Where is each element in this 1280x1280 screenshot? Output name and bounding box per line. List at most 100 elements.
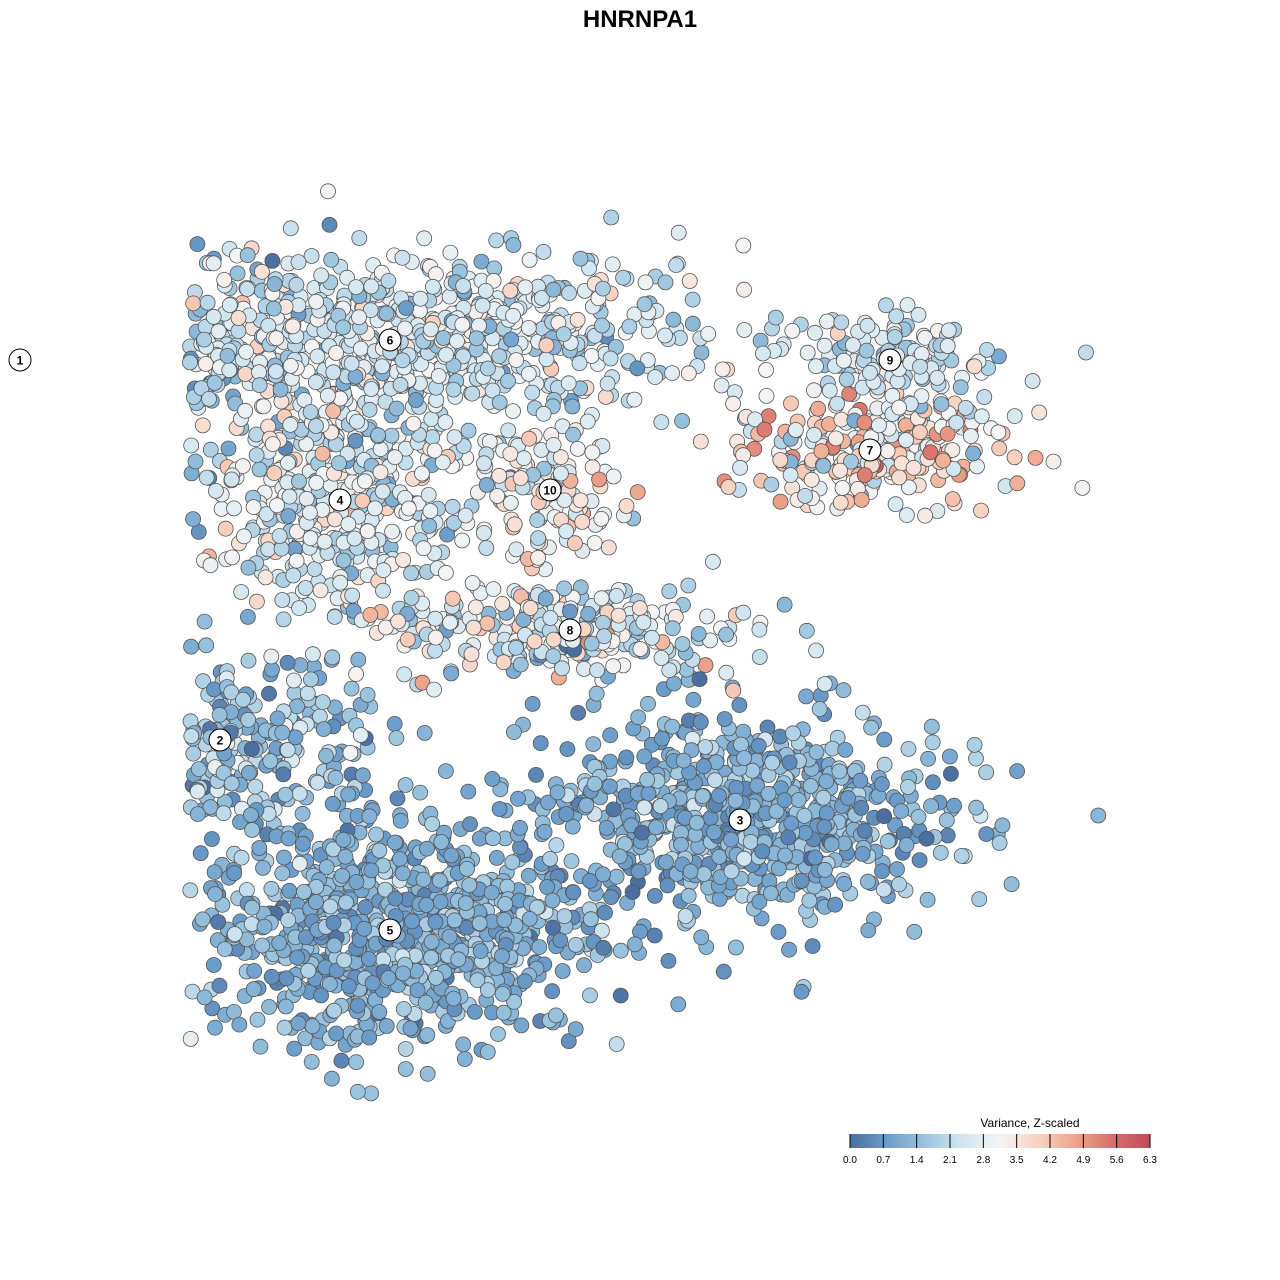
point-cluster-5: [274, 865, 291, 882]
point-cluster-8: [608, 588, 625, 604]
point-cluster-2: [315, 721, 332, 737]
point-cluster-6: [363, 278, 380, 295]
point-cluster-6: [351, 309, 367, 326]
point-cluster-8: [464, 575, 481, 591]
point-cluster-5: [469, 972, 486, 989]
point-cluster-3: [658, 854, 674, 870]
point-cluster-3: [540, 794, 556, 811]
point-cluster-6: [201, 390, 217, 407]
point-cluster-3: [880, 833, 896, 850]
cluster-label-6: 6: [378, 328, 402, 352]
point-cluster-3: [692, 714, 709, 730]
point-cluster-6: [714, 361, 731, 378]
point-cluster-5: [583, 911, 599, 928]
point-cluster-5: [337, 848, 354, 865]
point-cluster-3: [771, 860, 787, 877]
point-cluster-7: [856, 414, 873, 431]
point-cluster-4: [383, 427, 400, 444]
point-cluster-9: [888, 308, 905, 325]
point-cluster-5: [340, 786, 357, 803]
point-cluster-5: [462, 816, 478, 833]
point-cluster-4: [437, 564, 454, 581]
point-cluster-4: [346, 530, 363, 547]
point-cluster-3: [1090, 807, 1107, 824]
point-cluster-2: [190, 761, 207, 777]
point-cluster-8: [816, 676, 833, 692]
point-cluster-3: [723, 831, 739, 848]
point-cluster-7: [720, 479, 737, 495]
point-cluster-5: [539, 879, 555, 895]
point-cluster-5: [263, 968, 280, 985]
point-cluster-8: [776, 596, 793, 613]
point-cluster-7: [1006, 449, 1023, 466]
legend-tick-label: 3.5: [1010, 1155, 1024, 1166]
point-cluster-5: [304, 1018, 321, 1035]
point-cluster-3: [853, 800, 870, 816]
point-cluster-2: [240, 652, 257, 669]
point-cluster-6: [621, 318, 638, 335]
point-cluster-3: [585, 736, 602, 752]
point-cluster-6: [636, 296, 653, 313]
point-cluster-5: [377, 881, 394, 898]
point-cluster-5: [552, 932, 569, 949]
point-cluster-3: [578, 797, 595, 814]
point-cluster-7: [806, 426, 822, 443]
point-cluster-5: [479, 982, 496, 998]
point-cluster-5: [182, 1031, 199, 1047]
point-cluster-3: [918, 830, 935, 847]
point-cluster-6: [412, 290, 429, 307]
point-cluster-4: [475, 525, 492, 541]
point-cluster-3: [664, 718, 681, 735]
point-cluster-3: [919, 891, 936, 908]
point-cluster-5: [246, 963, 263, 979]
point-cluster-9: [939, 338, 956, 354]
point-cluster-6: [435, 330, 452, 346]
point-cluster-3: [605, 801, 622, 818]
point-cluster-6: [328, 345, 345, 361]
point-cluster-6: [205, 308, 222, 325]
point-cluster-6: [455, 278, 472, 294]
point-cluster-8: [562, 603, 578, 620]
point-cluster-6: [219, 347, 236, 364]
point-cluster-6: [442, 244, 459, 261]
point-cluster-3: [831, 763, 848, 780]
point-cluster-6: [205, 255, 222, 272]
point-cluster-4: [223, 471, 240, 488]
point-cluster-10: [586, 535, 603, 551]
point-cluster-2: [289, 698, 305, 715]
point-cluster-9: [807, 324, 823, 341]
point-cluster-3: [898, 837, 915, 853]
point-cluster-3: [460, 783, 477, 800]
point-cluster-4: [400, 500, 417, 517]
point-cluster-6: [445, 381, 462, 398]
point-cluster-8: [680, 577, 697, 594]
point-cluster-2: [269, 710, 286, 727]
point-cluster-6: [491, 348, 508, 365]
cluster-label-3: 3: [728, 808, 752, 832]
point-cluster-3: [852, 772, 869, 789]
point-cluster-4: [421, 518, 438, 534]
point-cluster-8: [808, 642, 824, 659]
point-cluster-8: [403, 590, 420, 606]
point-cluster-5: [495, 1004, 512, 1021]
point-cluster-3: [827, 896, 843, 913]
point-cluster-10: [584, 444, 601, 461]
point-cluster-5: [275, 766, 292, 783]
point-cluster-5: [427, 969, 444, 986]
point-cluster-5: [472, 943, 489, 959]
point-cluster-6: [216, 271, 233, 288]
point-cluster-4: [314, 445, 331, 462]
point-cluster-3: [603, 889, 619, 906]
point-cluster-6: [221, 362, 238, 379]
point-cluster-3: [781, 754, 798, 771]
point-cluster-5: [450, 951, 467, 968]
point-cluster-2: [185, 745, 202, 762]
point-cluster-2: [343, 680, 360, 697]
point-cluster-5: [251, 840, 268, 856]
point-cluster-5: [490, 1026, 506, 1042]
point-cluster-10: [579, 413, 596, 430]
point-cluster-1: [220, 440, 237, 457]
point-cluster-3: [811, 701, 828, 717]
point-cluster-4: [395, 552, 412, 568]
point-cluster-4: [194, 417, 211, 434]
